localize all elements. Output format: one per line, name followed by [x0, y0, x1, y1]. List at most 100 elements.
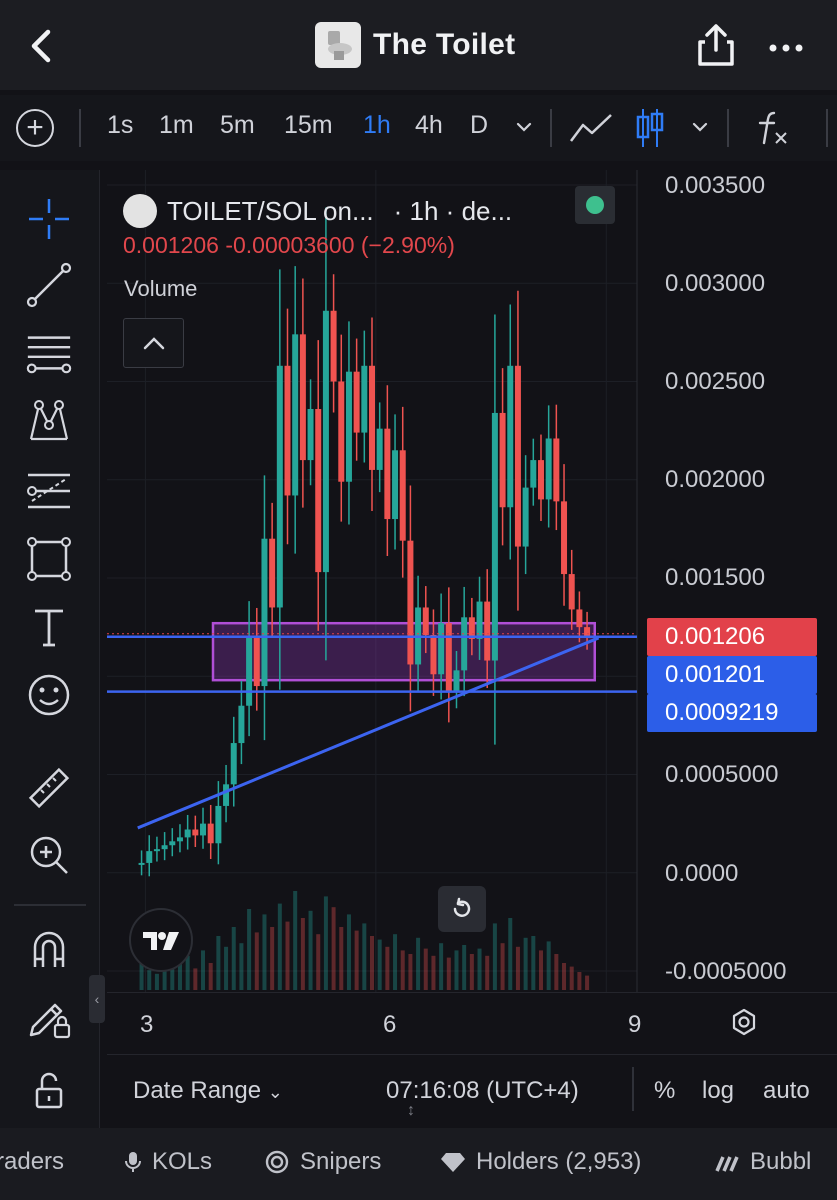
token-avatar: [315, 22, 361, 68]
volume-bar: [508, 918, 513, 990]
candle-body: [392, 450, 399, 520]
tab-kols-label: KOLs: [152, 1148, 213, 1175]
volume-bar: [354, 930, 359, 990]
timeframe-1s[interactable]: 1s: [107, 111, 134, 139]
timezone-clock[interactable]: 07:16:08 (UTC+4): [386, 1077, 579, 1104]
y-tick: 0.001500: [665, 564, 766, 591]
lock-drawings-tool[interactable]: [24, 992, 74, 1042]
timeframe-dropdown-chevron-icon[interactable]: [514, 117, 534, 137]
last-price-label: 0.001206: [647, 618, 817, 656]
y-tick: 0.0005000: [665, 761, 779, 788]
tab-holders[interactable]: Holders (2,953): [440, 1148, 641, 1176]
candle-body: [376, 428, 383, 470]
volume-bar: [300, 918, 305, 990]
volume-bar: [515, 946, 520, 990]
emoji-tool[interactable]: [24, 670, 74, 720]
add-indicator-button[interactable]: +: [16, 109, 54, 147]
fib-tool[interactable]: [24, 466, 74, 516]
volume-bar: [492, 923, 497, 990]
more-button[interactable]: [768, 40, 804, 54]
volume-bar: [569, 966, 574, 990]
legend-collapse-button[interactable]: [123, 318, 184, 368]
volume-bar: [231, 927, 236, 990]
candle-body: [261, 538, 268, 687]
candle-body: [522, 487, 529, 547]
tradingview-logo[interactable]: [129, 908, 193, 972]
x-axis[interactable]: 3 6 9: [107, 992, 837, 1054]
rectangle-tool[interactable]: [24, 534, 74, 584]
back-button[interactable]: [22, 24, 62, 68]
magnet-icon: [33, 931, 65, 967]
timeframe-15m[interactable]: 15m: [284, 111, 333, 139]
candle-body: [468, 617, 475, 639]
price-chart[interactable]: [107, 170, 837, 992]
candle-body: [353, 371, 360, 433]
chart-settings-icon[interactable]: [729, 1007, 759, 1037]
ohlc-values: 0.001206 -0.00003600 (−2.90%): [123, 232, 455, 258]
candle-body: [438, 623, 445, 675]
candle-body: [307, 409, 314, 461]
tab-snipers[interactable]: Snipers: [264, 1148, 381, 1176]
timeframe-1h[interactable]: 1h: [363, 111, 391, 139]
reset-icon: [453, 897, 471, 917]
pattern-tool[interactable]: [24, 396, 74, 446]
sidebar-collapse-button[interactable]: ‹: [89, 975, 105, 1023]
volume-bar: [393, 934, 398, 990]
volume-bar: [147, 970, 152, 990]
line-chart-icon[interactable]: [568, 111, 614, 145]
pair-label[interactable]: TOILET/SOL on...: [167, 195, 374, 226]
chart-type-dropdown-chevron-icon[interactable]: [690, 117, 710, 137]
candle-body: [461, 617, 468, 671]
magnet-tool[interactable]: [24, 924, 74, 974]
candle-body: [200, 823, 207, 836]
candle-body: [315, 409, 322, 573]
candle-body: [276, 365, 283, 608]
measure-tool[interactable]: [24, 763, 74, 813]
timeframe-1m[interactable]: 1m: [159, 111, 194, 139]
toolbar-divider: [550, 109, 552, 147]
indicators-fx-icon[interactable]: [756, 109, 790, 147]
candlestick-icon[interactable]: [634, 107, 666, 149]
timeframe-d[interactable]: D: [470, 111, 489, 139]
volume-bar: [331, 907, 336, 990]
trend-line-icon: [26, 262, 72, 308]
lock-all-tool[interactable]: [24, 1064, 74, 1114]
resize-handle-icon[interactable]: ↕: [407, 1102, 415, 1119]
target-icon: [265, 1150, 289, 1174]
top-navigation-bar: The Toilet: [0, 0, 837, 90]
tab-kols[interactable]: KOLs: [124, 1148, 212, 1176]
candle-body: [330, 310, 337, 382]
timeframe-4h[interactable]: 4h: [415, 111, 443, 139]
candle-body: [530, 460, 537, 488]
zoom-tool[interactable]: [24, 830, 74, 880]
candle-body: [491, 412, 498, 661]
percent-scale-toggle[interactable]: %: [654, 1077, 676, 1104]
trendline-tool[interactable]: [24, 260, 74, 310]
candle-body: [507, 365, 514, 508]
volume-bar: [500, 943, 505, 990]
volume-bar: [562, 963, 567, 990]
crosshair-tool[interactable]: [24, 194, 74, 244]
tab-traders[interactable]: raders: [0, 1148, 64, 1176]
candle-body: [338, 381, 345, 482]
microphone-icon: [125, 1152, 141, 1172]
tab-snipers-label: Snipers: [300, 1148, 382, 1175]
footer-divider: [632, 1067, 634, 1111]
tab-bubblemaps[interactable]: Bubbl: [714, 1148, 811, 1176]
candle-body: [384, 428, 391, 520]
text-tool[interactable]: [24, 602, 74, 652]
volume-bar: [254, 932, 259, 990]
volume-bar: [377, 939, 382, 990]
horizontal-lines-tool[interactable]: [24, 328, 74, 378]
chart-panel[interactable]: TOILET/SOL on... · 1h · de... 0.001206 -…: [107, 170, 837, 1128]
date-range-dropdown[interactable]: Date Range ⌄: [133, 1077, 283, 1105]
share-button[interactable]: [696, 22, 736, 68]
volume-bar: [285, 921, 290, 990]
reset-chart-button[interactable]: [438, 886, 486, 932]
bottom-tabs: raders KOLs Snipers Holders (2,953) Bubb…: [0, 1128, 837, 1200]
y-tick: 0.002000: [665, 466, 766, 493]
market-status[interactable]: [575, 186, 615, 224]
auto-scale-toggle[interactable]: auto: [763, 1077, 810, 1104]
timeframe-5m[interactable]: 5m: [220, 111, 255, 139]
log-scale-toggle[interactable]: log: [702, 1077, 735, 1104]
